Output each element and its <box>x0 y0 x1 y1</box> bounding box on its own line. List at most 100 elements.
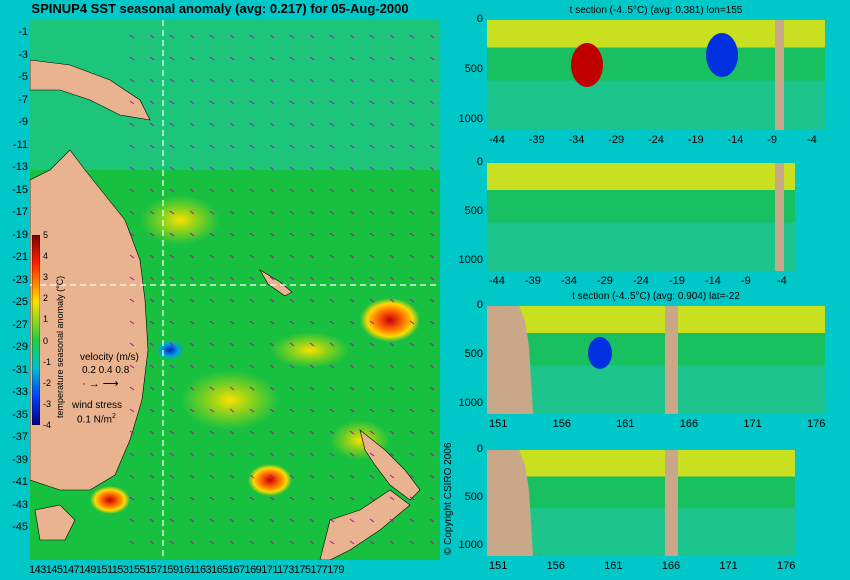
section-x-tick: -24 <box>633 275 649 287</box>
wind-arrow <box>349 474 355 479</box>
wind-arrow <box>149 320 155 325</box>
wind-arrow <box>169 496 175 501</box>
temperature-section-panel <box>487 306 825 414</box>
wind-arrow <box>189 144 195 149</box>
wind-arrow <box>429 276 435 281</box>
wind-arrow <box>309 276 315 281</box>
section-x-tick: -9 <box>741 275 751 287</box>
wind-arrow <box>229 34 235 39</box>
wind-arrow <box>129 430 135 435</box>
wind-arrow <box>329 254 335 259</box>
temperature-section-panel <box>487 163 795 271</box>
map-colorbar-tick: 3 <box>43 272 49 283</box>
wind-arrow <box>349 496 355 501</box>
wind-arrow <box>369 254 375 259</box>
wind-arrow <box>349 210 355 215</box>
wind-arrow <box>389 320 395 325</box>
wind-arrow <box>429 496 435 501</box>
wind-arrow <box>389 100 395 105</box>
wind-arrow <box>189 342 195 347</box>
wind-arrow <box>129 540 135 545</box>
wind-arrow <box>229 386 235 391</box>
wind-arrow <box>429 254 435 259</box>
wind-arrow <box>209 34 215 39</box>
wind-arrow <box>289 452 295 457</box>
wind-arrow <box>129 254 135 259</box>
wind-arrow <box>349 188 355 193</box>
wind-arrow <box>189 100 195 105</box>
wind-arrow <box>189 518 195 523</box>
section-x-tick: -14 <box>727 134 744 146</box>
wind-arrow <box>309 188 315 193</box>
lat-tick-label: -37 <box>12 431 28 443</box>
wind-arrow <box>169 430 175 435</box>
wind-arrow <box>389 540 395 545</box>
wind-arrow <box>409 34 415 39</box>
lat-tick-label: -39 <box>12 453 28 466</box>
wind-arrow <box>369 430 375 435</box>
section-x-tick: -4 <box>807 134 817 146</box>
wind-arrow <box>249 320 255 325</box>
wind-arrow <box>309 540 315 545</box>
map-colorbar-tick: 5 <box>43 230 49 240</box>
wind-arrow <box>309 364 315 369</box>
wind-arrow <box>329 408 335 413</box>
wind-arrow <box>229 342 235 347</box>
section-anomaly-blob <box>706 33 738 77</box>
wind-arrow <box>249 166 255 171</box>
wind-arrow <box>169 100 175 105</box>
wind-arrow <box>189 78 195 83</box>
wind-arrow <box>269 408 275 413</box>
wind-arrow <box>389 188 395 193</box>
wind-arrow <box>169 144 175 149</box>
lat-tick-label: -7 <box>18 93 28 106</box>
section-y-tick: 500 <box>464 491 483 503</box>
lat-tick-label: -45 <box>12 521 28 533</box>
wind-arrow <box>289 188 295 193</box>
lat-tick-label: -3 <box>18 48 28 61</box>
wind-arrow <box>209 540 215 545</box>
wind-arrow <box>249 518 255 523</box>
wind-arrow <box>369 56 375 61</box>
wind-arrow <box>409 386 415 391</box>
wind-arrow <box>229 122 235 127</box>
wind-arrow <box>329 78 335 83</box>
wind-arrow <box>189 254 195 259</box>
wind-arrow <box>149 122 155 127</box>
section-x-tick: -24 <box>648 134 664 146</box>
wind-arrow <box>169 298 175 303</box>
wind-arrow <box>229 408 235 413</box>
wind-arrow <box>349 364 355 369</box>
wind-arrow <box>369 210 375 215</box>
section-x-tick: 166 <box>661 560 681 572</box>
wind-arrow <box>389 430 395 435</box>
wind-arrow <box>229 364 235 369</box>
section-x-tick: -39 <box>528 134 545 146</box>
wind-arrow <box>209 320 215 325</box>
wind-arrow <box>369 386 375 391</box>
wind-arrow <box>249 386 255 391</box>
wind-arrow <box>209 210 215 215</box>
wind-arrow <box>369 34 375 39</box>
wind-arrow <box>329 320 335 325</box>
wind-arrow <box>409 78 415 83</box>
wind-arrow <box>329 188 335 193</box>
wind-arrow <box>189 56 195 61</box>
wind-arrow <box>409 210 415 215</box>
wind-arrow <box>369 496 375 501</box>
wind-arrow <box>349 232 355 237</box>
wind-arrow <box>329 298 335 303</box>
wind-arrow <box>129 232 135 237</box>
wind-arrow <box>309 56 315 61</box>
wind-arrow <box>249 100 255 105</box>
wind-arrow <box>209 364 215 369</box>
wind-arrow <box>429 430 435 435</box>
wind-arrow <box>389 144 395 149</box>
wind-arrow <box>389 34 395 39</box>
wind-arrow <box>349 78 355 83</box>
wind-arrow <box>229 188 235 193</box>
wind-arrow <box>389 342 395 347</box>
wind-arrow <box>269 276 275 281</box>
wind-arrow <box>369 342 375 347</box>
wind-arrow <box>149 342 155 347</box>
